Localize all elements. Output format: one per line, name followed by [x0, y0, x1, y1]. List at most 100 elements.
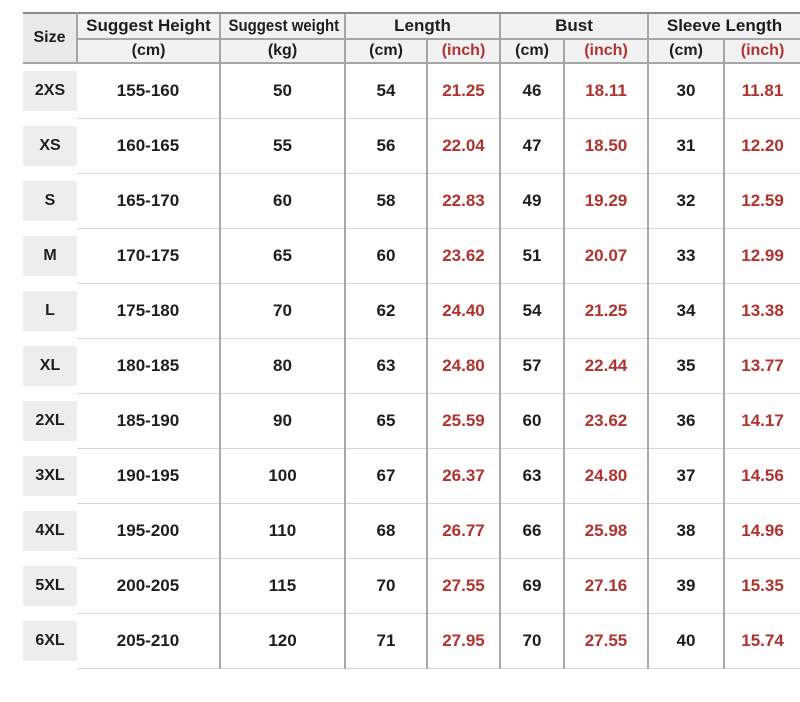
cell-bust-cm: 54: [499, 283, 564, 339]
cell-sleeve-inch: 13.38: [722, 283, 800, 339]
header-unit-row: (cm) (kg) (cm) (inch) (cm) (inch) (cm) (…: [23, 39, 800, 64]
cell-bust-inch: 24.80: [563, 448, 648, 504]
cell-size: 2XL: [23, 393, 77, 448]
table-row: XS 160-165 55 56 22.04 47 18.50 31 12.20: [23, 118, 800, 174]
cell-length-inch: 25.59: [426, 393, 500, 449]
cell-height-cm: 175-180: [77, 283, 220, 339]
cell-sleeve-inch: 14.17: [722, 393, 800, 449]
cell-bust-inch: 18.11: [563, 63, 648, 119]
cell-sleeve-inch: 12.20: [722, 118, 800, 174]
cell-bust-cm: 49: [499, 173, 564, 229]
cell-length-cm: 67: [344, 448, 427, 504]
cell-bust-cm: 63: [499, 448, 564, 504]
cell-sleeve-inch: 11.81: [722, 63, 800, 119]
table-row: XL 180-185 80 63 24.80 57 22.44 35 13.77: [23, 338, 800, 394]
size-chart-header: Size Suggest Height Suggest weight Lengt…: [23, 12, 800, 64]
size-badge: 6XL: [23, 620, 77, 661]
cell-length-inch: 24.80: [426, 338, 500, 394]
cell-height-cm: 170-175: [77, 228, 220, 284]
size-badge: 5XL: [23, 565, 77, 606]
cell-sleeve-cm: 40: [647, 613, 724, 669]
cell-length-inch: 26.77: [426, 503, 500, 559]
unit-bust-inch: (inch): [563, 39, 648, 64]
cell-height-cm: 200-205: [77, 558, 220, 614]
cell-sleeve-cm: 35: [647, 338, 724, 394]
cell-length-cm: 58: [344, 173, 427, 229]
cell-bust-inch: 23.62: [563, 393, 648, 449]
cell-sleeve-cm: 32: [647, 173, 724, 229]
cell-sleeve-inch: 13.77: [722, 338, 800, 394]
cell-sleeve-cm: 34: [647, 283, 724, 339]
cell-size: XL: [23, 338, 77, 393]
size-chart-body: 2XS 155-160 50 54 21.25 46 18.11 30 11.8…: [23, 63, 800, 669]
header-group-row: Size Suggest Height Suggest weight Lengt…: [23, 12, 800, 64]
cell-size: L: [23, 283, 77, 338]
cell-bust-cm: 57: [499, 338, 564, 394]
size-badge: 3XL: [23, 455, 77, 496]
cell-height-cm: 165-170: [77, 173, 220, 229]
cell-length-inch: 22.83: [426, 173, 500, 229]
cell-height-cm: 185-190: [77, 393, 220, 449]
cell-bust-inch: 27.55: [563, 613, 648, 669]
cell-bust-inch: 21.25: [563, 283, 648, 339]
cell-weight-kg: 90: [219, 393, 345, 449]
cell-size: 6XL: [23, 613, 77, 668]
cell-sleeve-inch: 12.59: [722, 173, 800, 229]
cell-bust-cm: 66: [499, 503, 564, 559]
size-badge: 4XL: [23, 510, 77, 551]
unit-bust-cm: (cm): [499, 39, 564, 64]
cell-size: 4XL: [23, 503, 77, 558]
cell-length-inch: 23.62: [426, 228, 500, 284]
cell-sleeve-cm: 30: [647, 63, 724, 119]
cell-length-inch: 27.55: [426, 558, 500, 614]
table-row: 6XL 205-210 120 71 27.95 70 27.55 40 15.…: [23, 613, 800, 669]
cell-size: S: [23, 173, 77, 228]
cell-weight-kg: 50: [219, 63, 345, 119]
cell-bust-inch: 27.16: [563, 558, 648, 614]
size-chart-table: Size Suggest Height Suggest weight Lengt…: [23, 12, 800, 669]
size-badge: XL: [23, 345, 77, 386]
header-length: Length: [344, 12, 500, 40]
cell-height-cm: 160-165: [77, 118, 220, 174]
cell-size: 3XL: [23, 448, 77, 503]
size-badge: 2XL: [23, 400, 77, 441]
cell-bust-cm: 60: [499, 393, 564, 449]
cell-sleeve-inch: 14.56: [722, 448, 800, 504]
cell-length-cm: 62: [344, 283, 427, 339]
cell-height-cm: 155-160: [77, 63, 220, 119]
cell-height-cm: 190-195: [77, 448, 220, 504]
cell-size: 2XS: [23, 63, 77, 118]
cell-weight-kg: 100: [219, 448, 345, 504]
cell-length-inch: 27.95: [426, 613, 500, 669]
cell-bust-inch: 22.44: [563, 338, 648, 394]
unit-length-inch: (inch): [426, 39, 500, 64]
header-size: Size: [23, 12, 78, 64]
cell-bust-cm: 70: [499, 613, 564, 669]
cell-bust-cm: 46: [499, 63, 564, 119]
cell-length-cm: 70: [344, 558, 427, 614]
cell-weight-kg: 80: [219, 338, 345, 394]
size-badge: XS: [23, 125, 77, 166]
cell-length-cm: 68: [344, 503, 427, 559]
size-badge: 2XS: [23, 71, 77, 111]
cell-length-cm: 63: [344, 338, 427, 394]
size-chart: Size Suggest Height Suggest weight Lengt…: [0, 12, 800, 669]
cell-weight-kg: 115: [219, 558, 345, 614]
header-suggest-weight: Suggest weight: [219, 12, 345, 40]
cell-length-cm: 56: [344, 118, 427, 174]
cell-sleeve-cm: 31: [647, 118, 724, 174]
cell-size: 5XL: [23, 558, 77, 613]
table-row: L 175-180 70 62 24.40 54 21.25 34 13.38: [23, 283, 800, 339]
cell-bust-inch: 18.50: [563, 118, 648, 174]
table-row: S 165-170 60 58 22.83 49 19.29 32 12.59: [23, 173, 800, 229]
size-badge: S: [23, 180, 77, 221]
cell-height-cm: 180-185: [77, 338, 220, 394]
cell-height-cm: 205-210: [77, 613, 220, 669]
size-badge: M: [23, 235, 77, 276]
cell-size: XS: [23, 118, 77, 173]
cell-bust-inch: 19.29: [563, 173, 648, 229]
cell-length-cm: 60: [344, 228, 427, 284]
cell-sleeve-cm: 38: [647, 503, 724, 559]
table-row: 3XL 190-195 100 67 26.37 63 24.80 37 14.…: [23, 448, 800, 504]
cell-sleeve-cm: 36: [647, 393, 724, 449]
